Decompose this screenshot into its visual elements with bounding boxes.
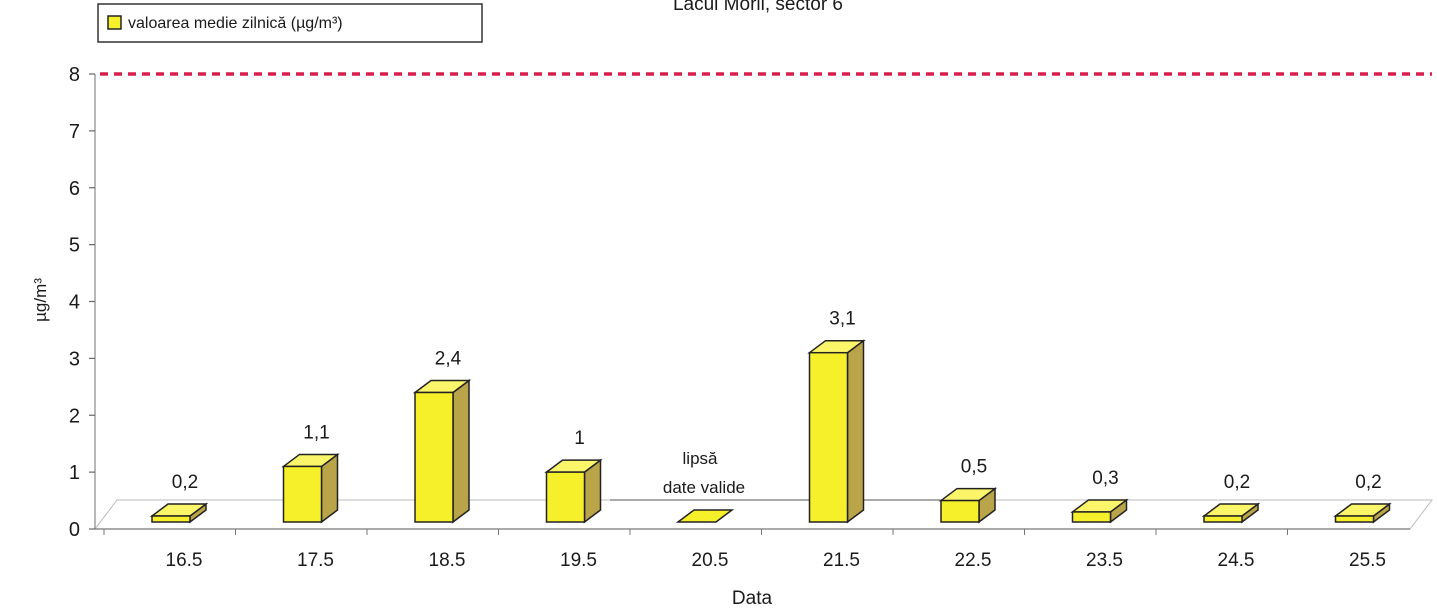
bar: [1333, 502, 1392, 524]
x-tick-label: 19.5: [560, 550, 597, 571]
y-tick-label: 7: [69, 121, 80, 143]
bar-side: [846, 339, 865, 524]
missing-note-line2: date valide: [663, 478, 745, 497]
bar: [149, 502, 209, 524]
bar-front: [1071, 511, 1112, 523]
x-tick-label: 18.5: [429, 550, 466, 571]
legend-label: valoarea medie zilnică (µg/m³): [128, 15, 343, 32]
x-tick-label: 21.5: [823, 550, 860, 571]
y-tick-label: 5: [69, 235, 80, 257]
y-tick-label: 8: [69, 64, 80, 86]
x-tick-label: 24.5: [1218, 550, 1255, 571]
x-tick-label: 23.5: [1086, 550, 1123, 571]
bar: [938, 487, 998, 524]
bar-value-label: 3,1: [829, 309, 855, 330]
x-tick-label: 25.5: [1349, 550, 1386, 571]
y-tick-label: 6: [69, 178, 80, 200]
y-tick-label: 0: [69, 519, 80, 541]
y-tick-label: 2: [69, 405, 80, 427]
x-tick-label: 16.5: [166, 550, 203, 571]
bar: [281, 452, 340, 524]
y-tick-label: 1: [69, 462, 80, 484]
x-tick-label: 22.5: [955, 550, 992, 571]
bars: [149, 339, 1392, 524]
x-axis-title: Data: [732, 588, 773, 609]
bar-missing-footprint: [675, 509, 735, 523]
bar-side: [452, 379, 470, 524]
bar-value-label: 0,5: [961, 457, 987, 478]
bar-value-label: 0,2: [1224, 472, 1250, 493]
bar: [1070, 498, 1129, 524]
bar-front: [940, 499, 980, 523]
bar-front: [282, 465, 323, 523]
bar-value-label: 2,4: [435, 349, 462, 370]
bar-value-label: 0,2: [1355, 472, 1381, 493]
bar-front: [808, 351, 849, 523]
bar-front: [545, 471, 586, 523]
x-tick-label: 20.5: [692, 550, 729, 571]
missing-note-line1: lipsă: [683, 449, 719, 468]
legend-box: [97, 3, 483, 43]
value-labels: 0,2 1,1 2,4 1 3,1 0,5 0,3 0,2 0,2: [172, 309, 1382, 493]
legend-swatch: [107, 15, 122, 30]
bar-value-label: 1,1: [303, 422, 329, 443]
chart-title: Lacul Morii, sector 6: [673, 0, 843, 15]
bar: [675, 509, 735, 523]
bar-front: [1334, 515, 1375, 523]
bar-front: [414, 391, 454, 523]
bar-value-label: 0,2: [172, 472, 198, 493]
bar: [807, 339, 866, 524]
x-axis: 16.5 17.5 18.5 19.5 20.5 21.5 22.5 23.5 24.5 25.5: [95, 528, 1410, 571]
y-tick-label: 3: [69, 348, 80, 370]
legend: valoarea medie zilnică (µg/m³): [97, 3, 483, 43]
bar-front: [1203, 515, 1243, 523]
bar-value-label: 0,3: [1092, 468, 1118, 489]
bar: [544, 458, 603, 524]
bar: [1201, 502, 1261, 524]
bar-front: [151, 515, 191, 523]
y-axis: 0 1 2 3 4 5 6 7 8: [69, 64, 96, 541]
bar: [412, 379, 472, 524]
y-axis-title: µg/m³: [31, 278, 50, 322]
y-tick-label: 4: [69, 292, 80, 314]
x-tick-label: 17.5: [297, 550, 334, 571]
bar-value-label: 1: [574, 428, 585, 449]
